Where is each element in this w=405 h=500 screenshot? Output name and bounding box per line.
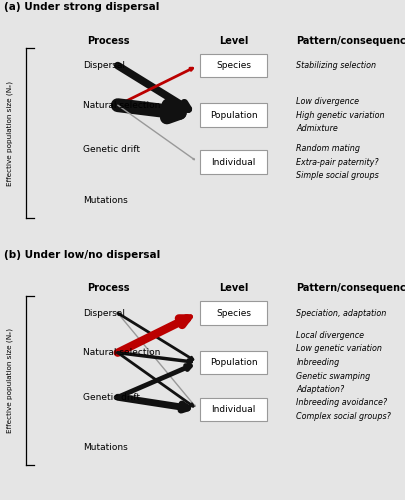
Text: Admixture: Admixture	[296, 124, 337, 133]
Text: Low divergence: Low divergence	[296, 97, 358, 106]
Text: Species: Species	[215, 308, 250, 318]
Text: Mutations: Mutations	[83, 196, 128, 205]
Text: Speciation, adaptation: Speciation, adaptation	[296, 308, 386, 318]
Text: Mutations: Mutations	[83, 444, 128, 452]
Text: Local divergence: Local divergence	[296, 331, 363, 340]
Text: Population: Population	[209, 110, 257, 120]
Text: (a) Under strong dispersal: (a) Under strong dispersal	[4, 2, 159, 12]
Text: Natural selection: Natural selection	[83, 100, 160, 110]
Text: Natural selection: Natural selection	[83, 348, 160, 357]
Text: Dispersal: Dispersal	[83, 308, 125, 318]
Text: Simple social groups: Simple social groups	[296, 171, 378, 180]
Text: Genetic swamping: Genetic swamping	[296, 372, 370, 380]
Text: Individual: Individual	[211, 158, 255, 166]
FancyBboxPatch shape	[199, 150, 266, 174]
Text: Random mating: Random mating	[296, 144, 360, 153]
Text: Level: Level	[218, 284, 247, 294]
Text: Effective population size (Nₑ): Effective population size (Nₑ)	[7, 80, 13, 186]
Text: Stabilizing selection: Stabilizing selection	[296, 61, 375, 70]
Text: Species: Species	[215, 61, 250, 70]
Text: Level: Level	[218, 36, 247, 46]
FancyBboxPatch shape	[199, 54, 266, 78]
Text: Extra-pair paternity?: Extra-pair paternity?	[296, 158, 378, 166]
Text: Pattern/consequences: Pattern/consequences	[296, 284, 405, 294]
FancyBboxPatch shape	[199, 302, 266, 325]
FancyBboxPatch shape	[199, 351, 266, 374]
FancyBboxPatch shape	[199, 104, 266, 127]
Text: (b) Under low/no dispersal: (b) Under low/no dispersal	[4, 250, 160, 260]
FancyBboxPatch shape	[199, 398, 266, 421]
Text: Population: Population	[209, 358, 257, 367]
Text: Process: Process	[87, 284, 130, 294]
Text: Process: Process	[87, 36, 130, 46]
Text: Low genetic variation: Low genetic variation	[296, 344, 382, 354]
Text: Complex social groups?: Complex social groups?	[296, 412, 390, 421]
Text: Dispersal: Dispersal	[83, 61, 125, 70]
Text: Inbreeding avoidance?: Inbreeding avoidance?	[296, 398, 386, 407]
Text: Genetic drift: Genetic drift	[83, 392, 140, 402]
Text: Adaptation?: Adaptation?	[296, 386, 344, 394]
Text: Pattern/consequences: Pattern/consequences	[296, 36, 405, 46]
Text: Inbreeding: Inbreeding	[296, 358, 339, 367]
Text: Individual: Individual	[211, 405, 255, 414]
Text: Effective population size (Nₑ): Effective population size (Nₑ)	[7, 328, 13, 433]
Text: High genetic variation: High genetic variation	[296, 110, 384, 120]
Text: Genetic drift: Genetic drift	[83, 145, 140, 154]
